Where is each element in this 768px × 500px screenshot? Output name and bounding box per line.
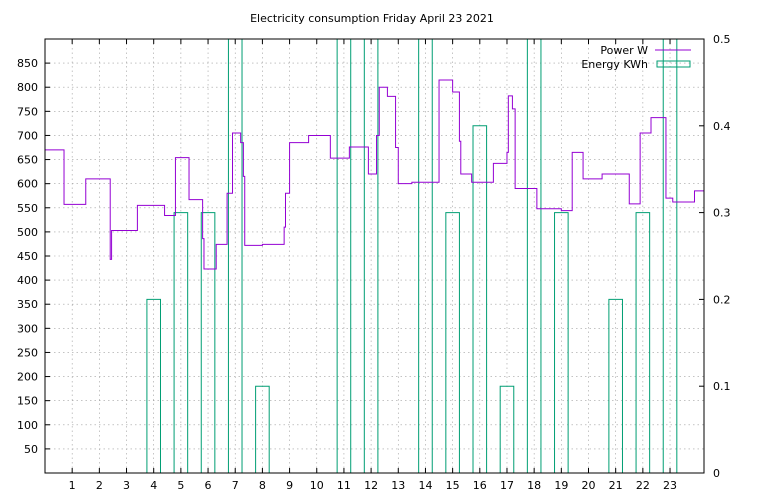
legend: Power W Energy KWh xyxy=(581,44,691,71)
x-tick-label-3: 4 xyxy=(150,479,157,492)
chart-title: Electricity consumption Friday April 23 … xyxy=(250,12,494,25)
energy-bar-9 xyxy=(472,125,488,473)
energy-bar-6 xyxy=(363,39,379,473)
x-tick-label-18: 19 xyxy=(554,479,568,492)
x-tick-label-21: 22 xyxy=(636,479,650,492)
y2-tick-label-0: 0 xyxy=(713,467,720,480)
y2-tick-label-2: 0.2 xyxy=(713,293,731,306)
x-tick-label-9: 10 xyxy=(310,479,324,492)
energy-bar-12 xyxy=(554,212,569,473)
y2-tick-label-4: 0.4 xyxy=(713,120,731,133)
energy-bar-4 xyxy=(255,385,270,473)
y-tick-label-3: 200 xyxy=(17,371,38,384)
energy-series xyxy=(146,39,678,473)
energy-bar-14 xyxy=(635,212,651,473)
y-tick-label-11: 600 xyxy=(17,178,38,191)
x-tick-label-13: 14 xyxy=(418,479,432,492)
energy-bar-3 xyxy=(227,39,243,473)
y-tick-label-5: 300 xyxy=(17,322,38,335)
x-tick-label-8: 9 xyxy=(286,479,293,492)
y-tick-label-12: 650 xyxy=(17,154,38,167)
x-tick-label-19: 20 xyxy=(582,479,596,492)
legend-swatch-energy xyxy=(656,60,691,68)
grid xyxy=(45,39,704,473)
legend-label-power: Power W xyxy=(600,44,648,57)
y-tick-label-2: 150 xyxy=(17,395,38,408)
energy-bar-1 xyxy=(173,212,189,473)
y-tick-label-14: 750 xyxy=(17,105,38,118)
y-tick-label-4: 250 xyxy=(17,346,38,359)
energy-bar-13 xyxy=(608,298,623,473)
x-tick-label-15: 16 xyxy=(473,479,487,492)
y-tick-label-10: 550 xyxy=(17,202,38,215)
x-tick-label-12: 13 xyxy=(391,479,405,492)
x-tick-label-16: 17 xyxy=(500,479,514,492)
x-tick-label-14: 15 xyxy=(446,479,460,492)
energy-bar-7 xyxy=(418,39,433,473)
x-tick-label-20: 21 xyxy=(609,479,623,492)
x-tick-label-7: 8 xyxy=(259,479,266,492)
y2-tick-label-3: 0.3 xyxy=(713,207,731,220)
energy-bar-10 xyxy=(499,385,515,473)
x-tick-label-22: 23 xyxy=(663,479,677,492)
energy-bar-0 xyxy=(146,298,161,473)
power-line xyxy=(45,79,704,270)
y-tick-label-13: 700 xyxy=(17,129,38,142)
x-tick-label-1: 2 xyxy=(96,479,103,492)
y-tick-label-8: 450 xyxy=(17,250,38,263)
y-tick-label-0: 50 xyxy=(24,443,38,456)
legend-label-energy: Energy KWh xyxy=(581,58,648,71)
y-tick-label-6: 350 xyxy=(17,298,38,311)
y-tick-label-15: 800 xyxy=(17,81,38,94)
x-tick-label-10: 11 xyxy=(337,479,351,492)
x-tick-label-6: 7 xyxy=(232,479,239,492)
axes: 1 2 3 4 5 6 7 8 9 10 11 12 13 14 15 16 17 18 19 20 21 22 23501… xyxy=(17,33,731,492)
energy-bar-15 xyxy=(662,39,678,473)
x-tick-label-0: 1 xyxy=(69,479,76,492)
x-tick-label-4: 5 xyxy=(177,479,184,492)
x-tick-label-17: 18 xyxy=(527,479,541,492)
x-tick-label-5: 6 xyxy=(205,479,212,492)
x-tick-label-11: 12 xyxy=(364,479,378,492)
x-tick-label-2: 3 xyxy=(123,479,130,492)
energy-bar-2 xyxy=(200,212,216,473)
energy-bar-8 xyxy=(445,212,460,473)
y-tick-label-1: 100 xyxy=(17,419,38,432)
y2-tick-label-1: 0.1 xyxy=(713,380,731,393)
energy-bar-11 xyxy=(526,39,542,473)
y-tick-label-9: 500 xyxy=(17,226,38,239)
y-tick-label-16: 850 xyxy=(17,57,38,70)
energy-bar-5 xyxy=(336,39,352,473)
power-series xyxy=(45,79,704,270)
y2-tick-label-5: 0.5 xyxy=(713,33,731,46)
y-tick-label-7: 400 xyxy=(17,274,38,287)
